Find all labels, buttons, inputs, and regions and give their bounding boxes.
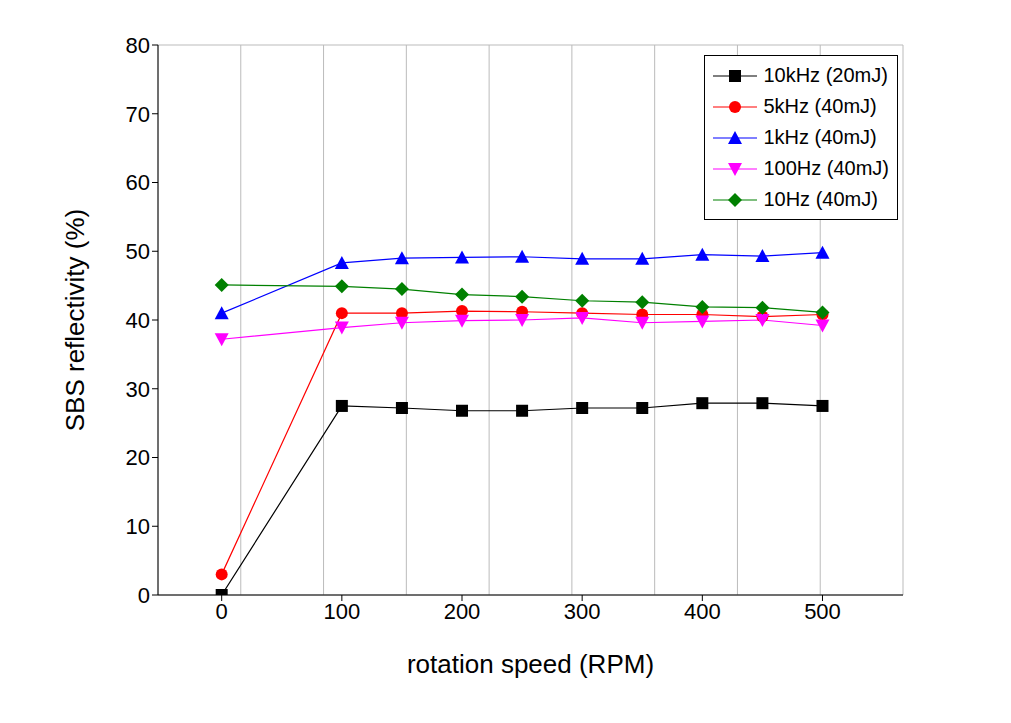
svg-text:40: 40: [126, 308, 150, 333]
svg-text:200: 200: [444, 599, 481, 624]
svg-text:rotation speed (RPM): rotation speed (RPM): [407, 649, 654, 679]
svg-text:500: 500: [804, 599, 841, 624]
svg-text:80: 80: [126, 33, 150, 58]
html-text:100Hz (40mJ): 100Hz (40mJ): [763, 157, 889, 179]
html-text:1kHz (40mJ): 1kHz (40mJ): [763, 126, 877, 148]
svg-text:30: 30: [126, 377, 150, 402]
svg-text:60: 60: [126, 170, 150, 195]
svg-text:100: 100: [323, 599, 360, 624]
html-text:5kHz (40mJ): 5kHz (40mJ): [763, 95, 877, 117]
svg-text:50: 50: [126, 239, 150, 264]
svg-text:0: 0: [138, 583, 150, 608]
svg-text:0: 0: [216, 599, 228, 624]
html-text:10Hz (40mJ): 10Hz (40mJ): [763, 188, 878, 210]
html-text:10kHz (20mJ): 10kHz (20mJ): [763, 64, 888, 86]
svg-text:70: 70: [126, 102, 150, 127]
svg-text:10: 10: [126, 514, 150, 539]
svg-text:20: 20: [126, 445, 150, 470]
svg-text:SBS reflectivity (%): SBS reflectivity (%): [60, 209, 90, 432]
svg-text:300: 300: [564, 599, 601, 624]
svg-text:400: 400: [684, 599, 721, 624]
